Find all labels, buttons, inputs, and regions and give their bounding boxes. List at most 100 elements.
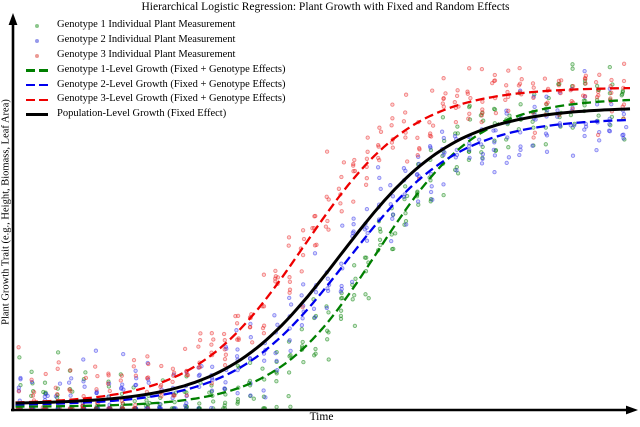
data-point <box>607 64 612 70</box>
data-point <box>466 143 472 149</box>
data-point <box>415 199 421 204</box>
data-point <box>390 212 396 217</box>
data-point <box>69 376 74 381</box>
data-point <box>119 385 124 390</box>
data-point <box>596 89 601 95</box>
data-point <box>543 101 549 107</box>
legend-entry-1: Genotype 1 Individual Plant Measurement <box>26 18 286 33</box>
data-point <box>543 131 549 136</box>
data-point <box>67 387 72 392</box>
data-point <box>222 386 227 391</box>
data-point <box>492 78 497 84</box>
data-point <box>378 229 383 234</box>
data-point <box>274 404 279 410</box>
data-point <box>621 78 627 84</box>
data-point <box>287 295 292 301</box>
data-point <box>287 338 292 343</box>
data-point <box>95 373 100 379</box>
data-point <box>439 129 445 134</box>
data-point <box>287 279 293 284</box>
data-point <box>326 357 331 362</box>
data-point <box>339 261 344 266</box>
data-point <box>55 366 60 371</box>
data-point <box>272 313 277 318</box>
data-point <box>594 102 600 107</box>
data-point <box>505 135 510 140</box>
data-point <box>390 194 396 199</box>
data-point <box>352 293 357 298</box>
data-point <box>133 368 138 373</box>
data-point <box>107 388 112 394</box>
genotype-3-curve <box>15 86 630 404</box>
data-point <box>53 385 58 390</box>
data-point <box>467 155 472 161</box>
data-point <box>582 127 587 132</box>
data-point <box>223 380 228 385</box>
data-point <box>401 119 407 124</box>
legend-entry-2: Genotype 2 Individual Plant Measurement <box>26 33 286 48</box>
scatter-marker-icon <box>26 48 48 62</box>
data-point <box>300 304 305 310</box>
y-axis-label-text: Plant Growth Trait (e.g., Height, Biomas… <box>0 99 12 325</box>
data-point <box>55 392 60 397</box>
data-point <box>428 134 434 139</box>
data-point <box>82 384 87 389</box>
data-point <box>312 315 318 320</box>
y-axis-arrowhead-icon <box>8 13 18 25</box>
data-point <box>299 269 304 274</box>
data-point <box>235 313 241 319</box>
data-point <box>131 357 137 363</box>
data-point <box>313 346 318 352</box>
data-point <box>570 62 575 67</box>
line-marker-icon <box>26 108 48 122</box>
data-point <box>324 149 330 154</box>
data-point <box>582 68 587 74</box>
data-point <box>211 399 216 404</box>
data-point <box>131 364 136 369</box>
genotype-2-curve <box>15 118 631 406</box>
data-point <box>299 323 305 328</box>
data-point <box>324 194 329 199</box>
data-point <box>479 66 485 72</box>
data-point <box>503 97 508 103</box>
data-point <box>492 72 497 78</box>
chart-title: Hierarchical Logistic Regression: Plant … <box>141 1 510 13</box>
population-curve <box>15 107 631 405</box>
data-point <box>43 371 48 377</box>
legend-entry-6: Genotype 3-Level Growth (Fixed + Genotyp… <box>26 92 286 107</box>
data-point <box>491 147 496 153</box>
data-point <box>146 361 151 367</box>
data-point <box>326 227 331 232</box>
data-point <box>596 93 601 98</box>
data-point <box>300 316 305 321</box>
data-point <box>106 373 111 378</box>
data-point <box>517 65 522 71</box>
data-point <box>323 224 329 229</box>
data-point <box>492 153 498 158</box>
data-point <box>222 403 227 408</box>
data-point <box>222 347 227 352</box>
data-point <box>300 228 306 233</box>
data-point <box>299 327 304 332</box>
data-point <box>42 380 48 385</box>
data-point <box>45 393 50 399</box>
legend-entry-7: Population-Level Growth (Fixed Effect) <box>26 107 286 122</box>
data-point <box>274 358 279 364</box>
data-point <box>196 365 201 370</box>
data-point <box>352 157 357 163</box>
data-point <box>234 354 240 359</box>
data-point <box>455 124 460 129</box>
data-point <box>375 165 381 170</box>
data-point <box>170 366 176 371</box>
data-point <box>312 251 318 256</box>
genotype-1-curve <box>15 98 631 408</box>
data-point <box>517 81 523 86</box>
data-point <box>415 135 420 140</box>
data-point <box>572 123 577 128</box>
data-point <box>325 276 330 281</box>
legend-entry-label: Genotype 3 Individual Plant Measurement <box>57 48 236 60</box>
data-point <box>313 351 318 356</box>
data-point <box>17 355 22 360</box>
data-point <box>467 66 472 71</box>
data-point <box>479 142 484 147</box>
